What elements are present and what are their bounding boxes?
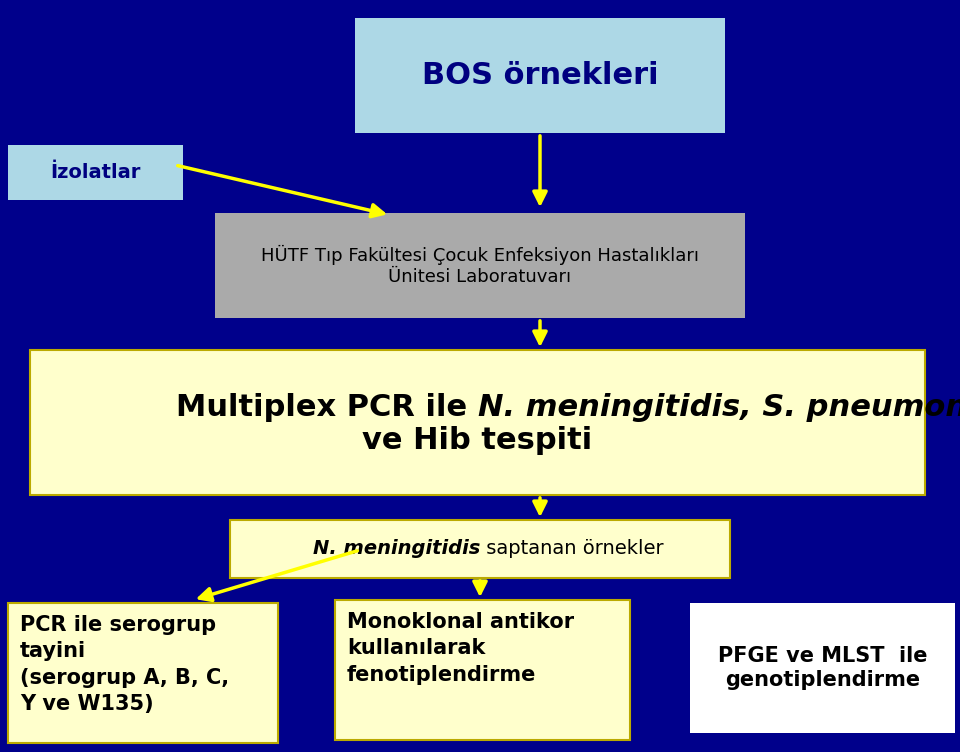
FancyBboxPatch shape: [8, 603, 278, 743]
Text: N. meningitidis, S. pneumoniae: N. meningitidis, S. pneumoniae: [477, 393, 960, 422]
Text: ve Hib tespiti: ve Hib tespiti: [362, 426, 592, 455]
Text: saptanan örnekler: saptanan örnekler: [480, 539, 663, 559]
Text: PFGE ve MLST  ile
genotiplendirme: PFGE ve MLST ile genotiplendirme: [718, 647, 927, 690]
FancyBboxPatch shape: [335, 600, 630, 740]
FancyBboxPatch shape: [230, 520, 730, 578]
FancyBboxPatch shape: [690, 603, 955, 733]
Text: İzolatlar: İzolatlar: [50, 163, 141, 182]
FancyBboxPatch shape: [8, 145, 183, 200]
FancyBboxPatch shape: [215, 213, 745, 318]
FancyBboxPatch shape: [355, 18, 725, 133]
Text: PCR ile serogrup
tayini
(serogrup A, B, C,
Y ve W135): PCR ile serogrup tayini (serogrup A, B, …: [20, 615, 229, 714]
Text: Monoklonal antikor
kullanılarak
fenotiplendirme: Monoklonal antikor kullanılarak fenotipl…: [347, 612, 574, 685]
Text: BOS örnekleri: BOS örnekleri: [421, 61, 659, 90]
FancyBboxPatch shape: [30, 350, 925, 495]
Text: HÜTF Tıp Fakültesi Çocuk Enfeksiyon Hastalıkları
Ünitesi Laboratuvarı: HÜTF Tıp Fakültesi Çocuk Enfeksiyon Hast…: [261, 245, 699, 286]
Text: N. meningitidis: N. meningitidis: [313, 539, 480, 559]
Text: Multiplex PCR ile: Multiplex PCR ile: [176, 393, 477, 422]
